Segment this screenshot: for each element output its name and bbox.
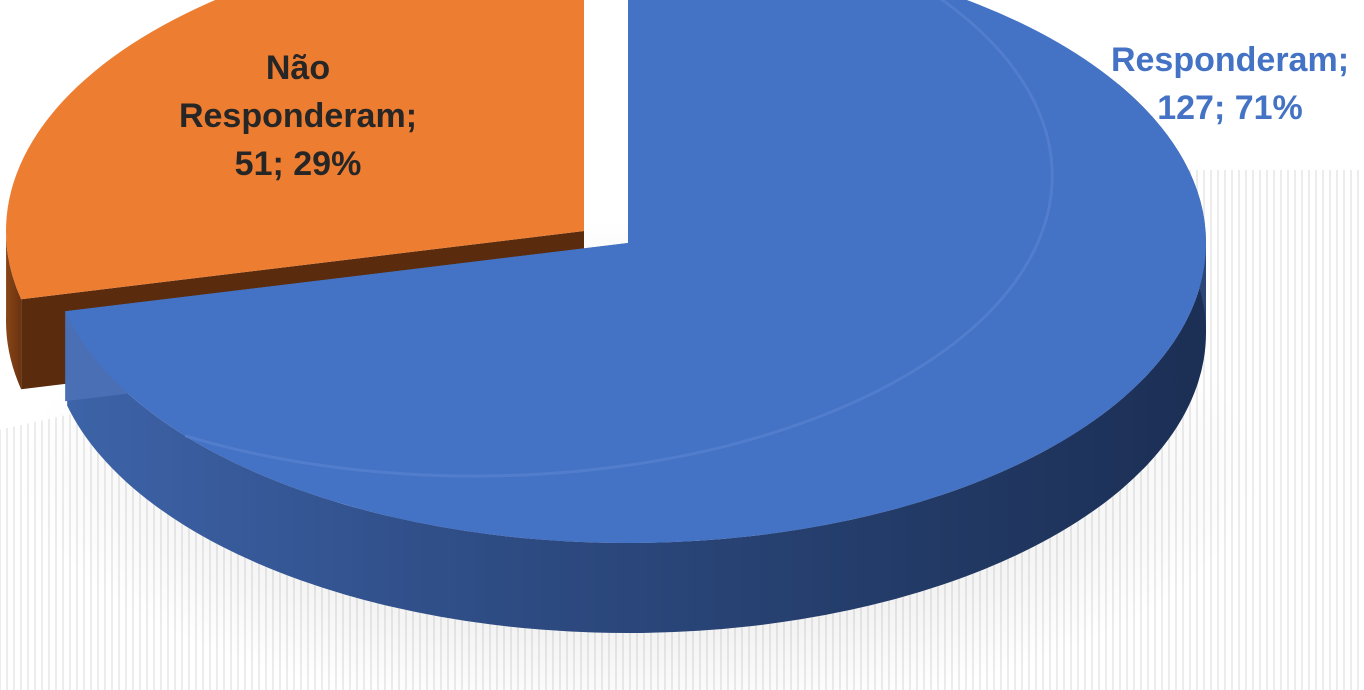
slice-label-responderam: Responderam; 127; 71% [1096, 36, 1364, 132]
slice-label-nao-responderam-line-2: Responderam; [178, 97, 418, 135]
slice-label-responderam-line-1: Responderam; [1110, 41, 1350, 79]
slice-label-responderam-line-2: 127; 71% [1157, 89, 1303, 127]
slice-top-nao-responderam [6, 0, 584, 300]
slice-side-responderam [67, 243, 1206, 633]
slice-top-responderam [65, 0, 1206, 543]
slice-label-nao-responderam: Não Responderam; 51; 29% [168, 44, 428, 188]
slice-side-nao-responderam [5, 226, 22, 390]
slice-rim-highlight-responderam [184, 0, 1054, 478]
slice-label-nao-responderam-line-3: 51; 29% [234, 145, 362, 183]
slice-label-nao-responderam-line-1: Não [265, 49, 331, 87]
